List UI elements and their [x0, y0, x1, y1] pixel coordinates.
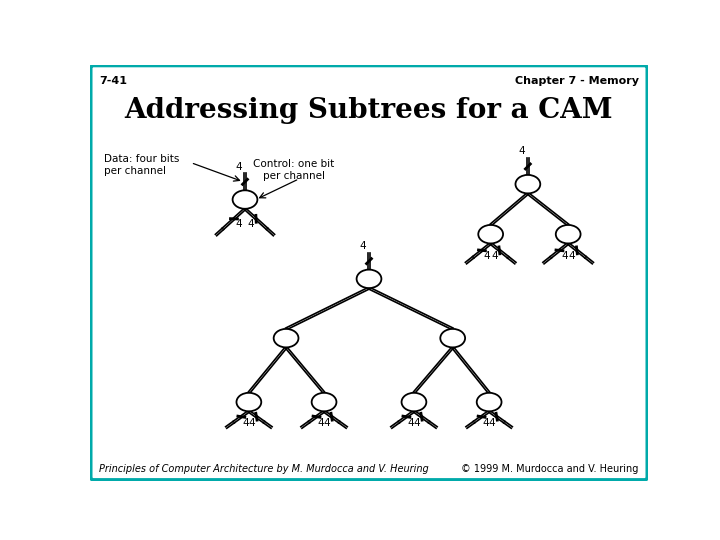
- Text: 4: 4: [359, 241, 366, 251]
- Text: 4: 4: [484, 252, 490, 261]
- Text: 4: 4: [489, 418, 495, 428]
- Ellipse shape: [402, 393, 426, 411]
- Text: 4: 4: [318, 418, 324, 428]
- Text: Addressing Subtrees for a CAM: Addressing Subtrees for a CAM: [125, 97, 613, 124]
- Text: 4: 4: [324, 418, 330, 428]
- Text: © 1999 M. Murdocca and V. Heuring: © 1999 M. Murdocca and V. Heuring: [462, 464, 639, 475]
- Ellipse shape: [233, 190, 258, 209]
- Ellipse shape: [441, 329, 465, 347]
- Text: 4: 4: [236, 219, 243, 230]
- Text: 4: 4: [569, 252, 575, 261]
- Text: 4: 4: [248, 418, 255, 428]
- Ellipse shape: [274, 329, 299, 347]
- Text: Principles of Computer Architecture by M. Murdocca and V. Heuring: Principles of Computer Architecture by M…: [99, 464, 429, 475]
- Ellipse shape: [478, 225, 503, 244]
- Text: Chapter 7 - Memory: Chapter 7 - Memory: [515, 76, 639, 85]
- Text: 4: 4: [408, 418, 414, 428]
- Text: 4: 4: [248, 219, 254, 230]
- Text: 4: 4: [235, 162, 242, 172]
- Text: 4: 4: [243, 418, 249, 428]
- Ellipse shape: [516, 175, 540, 193]
- Text: 4: 4: [561, 252, 567, 261]
- Text: Data: four bits
per channel: Data: four bits per channel: [104, 154, 179, 176]
- Ellipse shape: [312, 393, 336, 411]
- Ellipse shape: [236, 393, 261, 411]
- Ellipse shape: [556, 225, 580, 244]
- Ellipse shape: [477, 393, 502, 411]
- Text: 4: 4: [518, 146, 525, 157]
- Text: 7-41: 7-41: [99, 76, 127, 85]
- FancyBboxPatch shape: [91, 65, 647, 480]
- Ellipse shape: [356, 269, 382, 288]
- Text: 4: 4: [483, 418, 490, 428]
- Text: Control: one bit
per channel: Control: one bit per channel: [253, 159, 335, 181]
- Text: 4: 4: [491, 252, 498, 261]
- Text: 4: 4: [414, 418, 420, 428]
